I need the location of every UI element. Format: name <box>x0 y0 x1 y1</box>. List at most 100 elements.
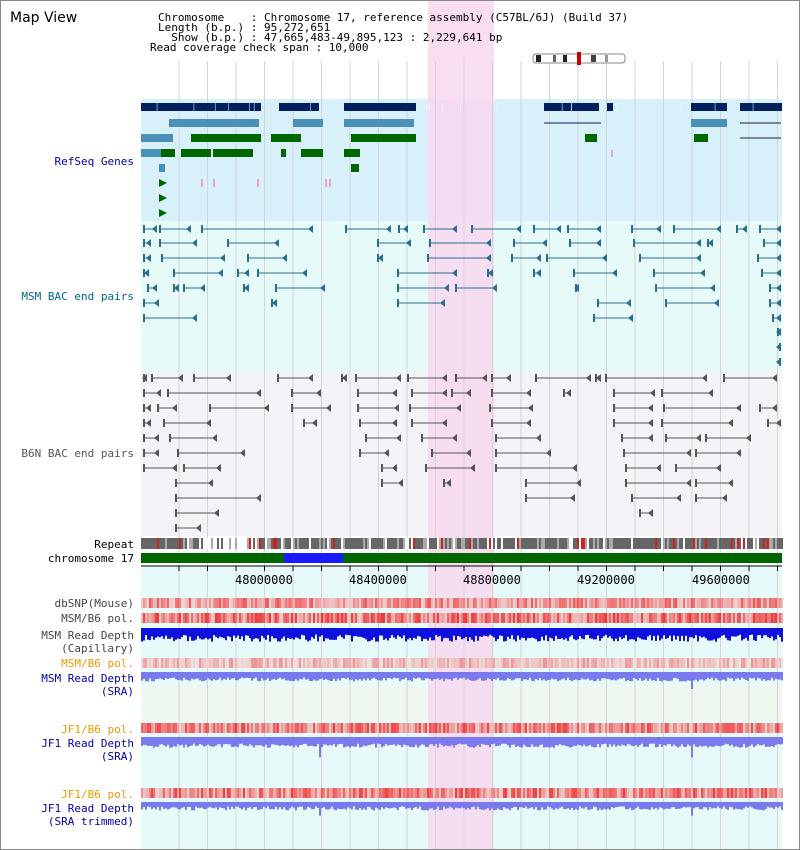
msm-b6-pol-strip <box>281 658 283 668</box>
jf1-b6-pol-strip <box>359 788 361 798</box>
track-label-jf1-read-depth-sra[interactable]: JF1 Read Depth (SRA) <box>41 737 134 763</box>
jf1-depth-trimmed-bar <box>527 802 529 809</box>
track-label-jf1-b6-pol-1[interactable]: JF1/B6 pol. <box>61 723 134 736</box>
msm-bac-pair-end <box>653 269 655 277</box>
ruler-tick-label: 48800000 <box>463 573 521 587</box>
msm-bac-pair-end <box>302 269 307 277</box>
track-label-msm-b6-pol-2[interactable]: MSM/B6 pol. <box>61 657 134 670</box>
jf1-depth-trimmed-bar <box>717 802 719 807</box>
jf1-b6-pol-strip <box>535 788 537 798</box>
msm-b6-pol-strip <box>201 658 203 668</box>
jf1-b6-pol-strip <box>471 723 473 733</box>
b6n-bac-pair-end <box>175 494 177 502</box>
track-label-refseq[interactable]: RefSeq Genes <box>54 155 134 168</box>
jf1-depth-trimmed-bar <box>503 802 505 808</box>
msm-depth-sra-bar <box>627 672 629 681</box>
msm-depth-capillary-bar <box>629 628 631 640</box>
jf1-depth-sra-bar <box>307 737 309 747</box>
jf1-depth-sra-bar <box>157 737 159 747</box>
msm-b6-pol-strip <box>609 613 611 623</box>
msm-depth-sra-bar <box>591 672 593 680</box>
jf1-b6-pol-strip <box>271 788 273 798</box>
repeat-bar <box>577 538 579 549</box>
msm-b6-pol-strip <box>643 658 645 668</box>
repeat-bar <box>703 538 705 549</box>
track-label-jf1-read-depth-trimmed[interactable]: JF1 Read Depth (SRA trimmed) <box>41 802 134 828</box>
msm-depth-capillary-bar <box>617 628 619 642</box>
msm-b6-pol-strip <box>721 613 723 623</box>
jf1-depth-sra-bar <box>203 737 205 747</box>
msm-depth-capillary-bar <box>697 628 699 642</box>
msm-b6-pol-strip <box>743 658 745 668</box>
jf1-b6-pol-strip <box>487 788 489 798</box>
msm-depth-sra-bar <box>203 672 205 682</box>
jf1-depth-sra-bar <box>699 737 701 746</box>
msm-bac-pair-end <box>742 225 747 233</box>
msm-b6-pol-strip <box>165 613 167 623</box>
repeat-bar <box>769 538 771 549</box>
msm-depth-sra-bar <box>175 672 177 680</box>
dbsnp-strip <box>193 598 195 608</box>
jf1-depth-trimmed-bar <box>241 802 243 810</box>
dbsnp-strip <box>745 598 747 608</box>
msm-b6-pol-strip <box>381 658 383 668</box>
repeat-bar <box>391 538 393 549</box>
jf1-depth-sra-bar <box>189 737 191 747</box>
msm-b6-pol-strip <box>599 658 601 668</box>
jf1-depth-trimmed-bar <box>731 802 733 808</box>
jf1-b6-pol-strip <box>481 723 483 733</box>
msm-b6-pol-strip <box>521 658 523 668</box>
msm-depth-capillary-bar <box>451 628 453 642</box>
repeat-bar <box>533 538 535 549</box>
jf1-b6-pol-strip <box>653 788 655 798</box>
repeat-bar <box>423 538 425 549</box>
repeat-bar <box>367 538 369 549</box>
msm-b6-pol-strip <box>425 613 427 623</box>
jf1-depth-sra-bar <box>611 737 613 747</box>
jf1-depth-trimmed-bar <box>459 802 461 809</box>
msm-b6-pol-strip <box>599 613 601 623</box>
jf1-b6-pol-strip <box>699 788 701 798</box>
jf1-depth-sra-bar <box>693 737 695 745</box>
dbsnp-strip <box>357 598 359 608</box>
jf1-b6-pol-strip <box>763 788 765 798</box>
dbsnp-strip <box>413 598 415 608</box>
b6n-bac-pair-end <box>776 419 781 427</box>
track-label-msm-b6-pol-1[interactable]: MSM/B6 pol. <box>61 612 134 625</box>
repeat-bar <box>353 538 355 549</box>
jf1-b6-pol-strip <box>733 723 735 733</box>
msm-depth-sra-bar <box>691 672 693 689</box>
repeat-bar <box>561 538 563 549</box>
msm-depth-capillary-bar <box>441 628 443 642</box>
msm-depth-sra-bar <box>537 672 539 681</box>
msm-depth-capillary-bar <box>185 628 187 636</box>
jf1-depth-sra-bar <box>717 737 719 746</box>
track-label-msm-read-depth-capillary[interactable]: MSM Read Depth (Capillary) <box>41 629 134 655</box>
jf1-b6-pol-strip <box>435 723 437 733</box>
repeat-bar <box>553 538 555 549</box>
track-label-dbsnp[interactable]: dbSNP(Mouse) <box>54 597 134 610</box>
msm-b6-pol-strip <box>563 613 565 623</box>
track-label-b6n-bac[interactable]: B6N BAC end pairs <box>21 447 134 460</box>
jf1-depth-sra-bar <box>253 737 255 748</box>
jf1-depth-trimmed-bar <box>471 802 473 808</box>
dbsnp-strip <box>253 598 255 608</box>
track-label-jf1-b6-pol-2[interactable]: JF1/B6 pol. <box>61 788 134 801</box>
jf1-depth-sra-bar <box>213 737 215 747</box>
jf1-depth-trimmed-bar <box>733 802 735 810</box>
jf1-b6-pol-strip <box>587 788 589 798</box>
track-label-msm-read-depth-sra[interactable]: MSM Read Depth (SRA) <box>41 672 134 698</box>
msm-bac-pair-end <box>593 314 595 322</box>
dbsnp-strip <box>563 598 565 608</box>
track-label-msm-bac[interactable]: MSM BAC end pairs <box>21 290 134 303</box>
jf1-depth-sra-bar <box>345 737 347 747</box>
msm-bac-pair-end <box>700 269 705 277</box>
b6n-bac-pair-end <box>357 404 359 412</box>
refseq-gene-small <box>257 179 259 187</box>
b6n-bac-pair-end <box>625 479 627 487</box>
jf1-depth-trimmed-bar <box>555 802 557 809</box>
jf1-depth-sra-bar <box>395 737 397 747</box>
msm-depth-capillary-bar <box>257 628 259 639</box>
msm-b6-pol-strip <box>257 658 259 668</box>
